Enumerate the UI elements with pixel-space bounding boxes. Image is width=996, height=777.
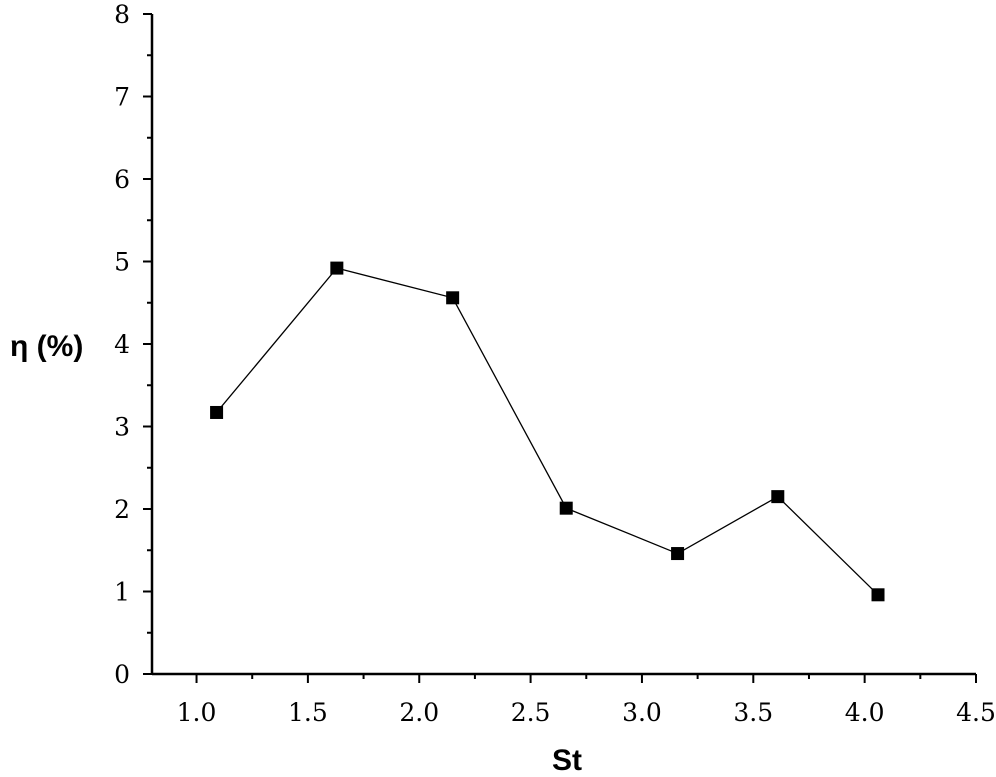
y-tick-label: 5 xyxy=(114,248,130,277)
y-tick-label: 6 xyxy=(114,165,130,194)
x-tick-label: 2.5 xyxy=(511,698,551,727)
x-tick-label: 4.0 xyxy=(845,698,885,727)
x-tick-label: 3.0 xyxy=(622,698,662,727)
data-point xyxy=(330,261,344,275)
y-tick-label: 8 xyxy=(114,0,130,29)
y-axis-ticks: 0 1 2 3 4 5 6 7 8 xyxy=(114,0,152,689)
x-tick-label: 4.5 xyxy=(956,698,996,727)
x-tick-label: 1.0 xyxy=(177,698,217,727)
data-point xyxy=(210,405,224,419)
series-line xyxy=(216,267,879,596)
x-tick-label: 2.0 xyxy=(399,698,439,727)
x-tick-label: 3.5 xyxy=(733,698,773,727)
series-group xyxy=(210,261,885,602)
y-tick-label: 1 xyxy=(114,578,130,607)
y-axis-title: η (%) xyxy=(10,330,83,363)
y-tick-label: 4 xyxy=(114,330,130,359)
x-axis-ticks: 1.0 1.5 2.0 2.5 3.0 3.5 4.0 4.5 xyxy=(177,674,996,727)
data-point xyxy=(446,291,460,305)
y-tick-label: 2 xyxy=(114,495,130,524)
y-tick-label: 0 xyxy=(114,660,130,689)
data-point xyxy=(871,588,885,602)
x-tick-label: 1.5 xyxy=(288,698,328,727)
x-axis-title: St xyxy=(552,744,582,777)
y-tick-label: 3 xyxy=(114,413,130,442)
data-point xyxy=(559,501,573,515)
data-point xyxy=(771,490,785,504)
data-point xyxy=(671,547,685,561)
y-tick-label: 7 xyxy=(114,83,130,112)
